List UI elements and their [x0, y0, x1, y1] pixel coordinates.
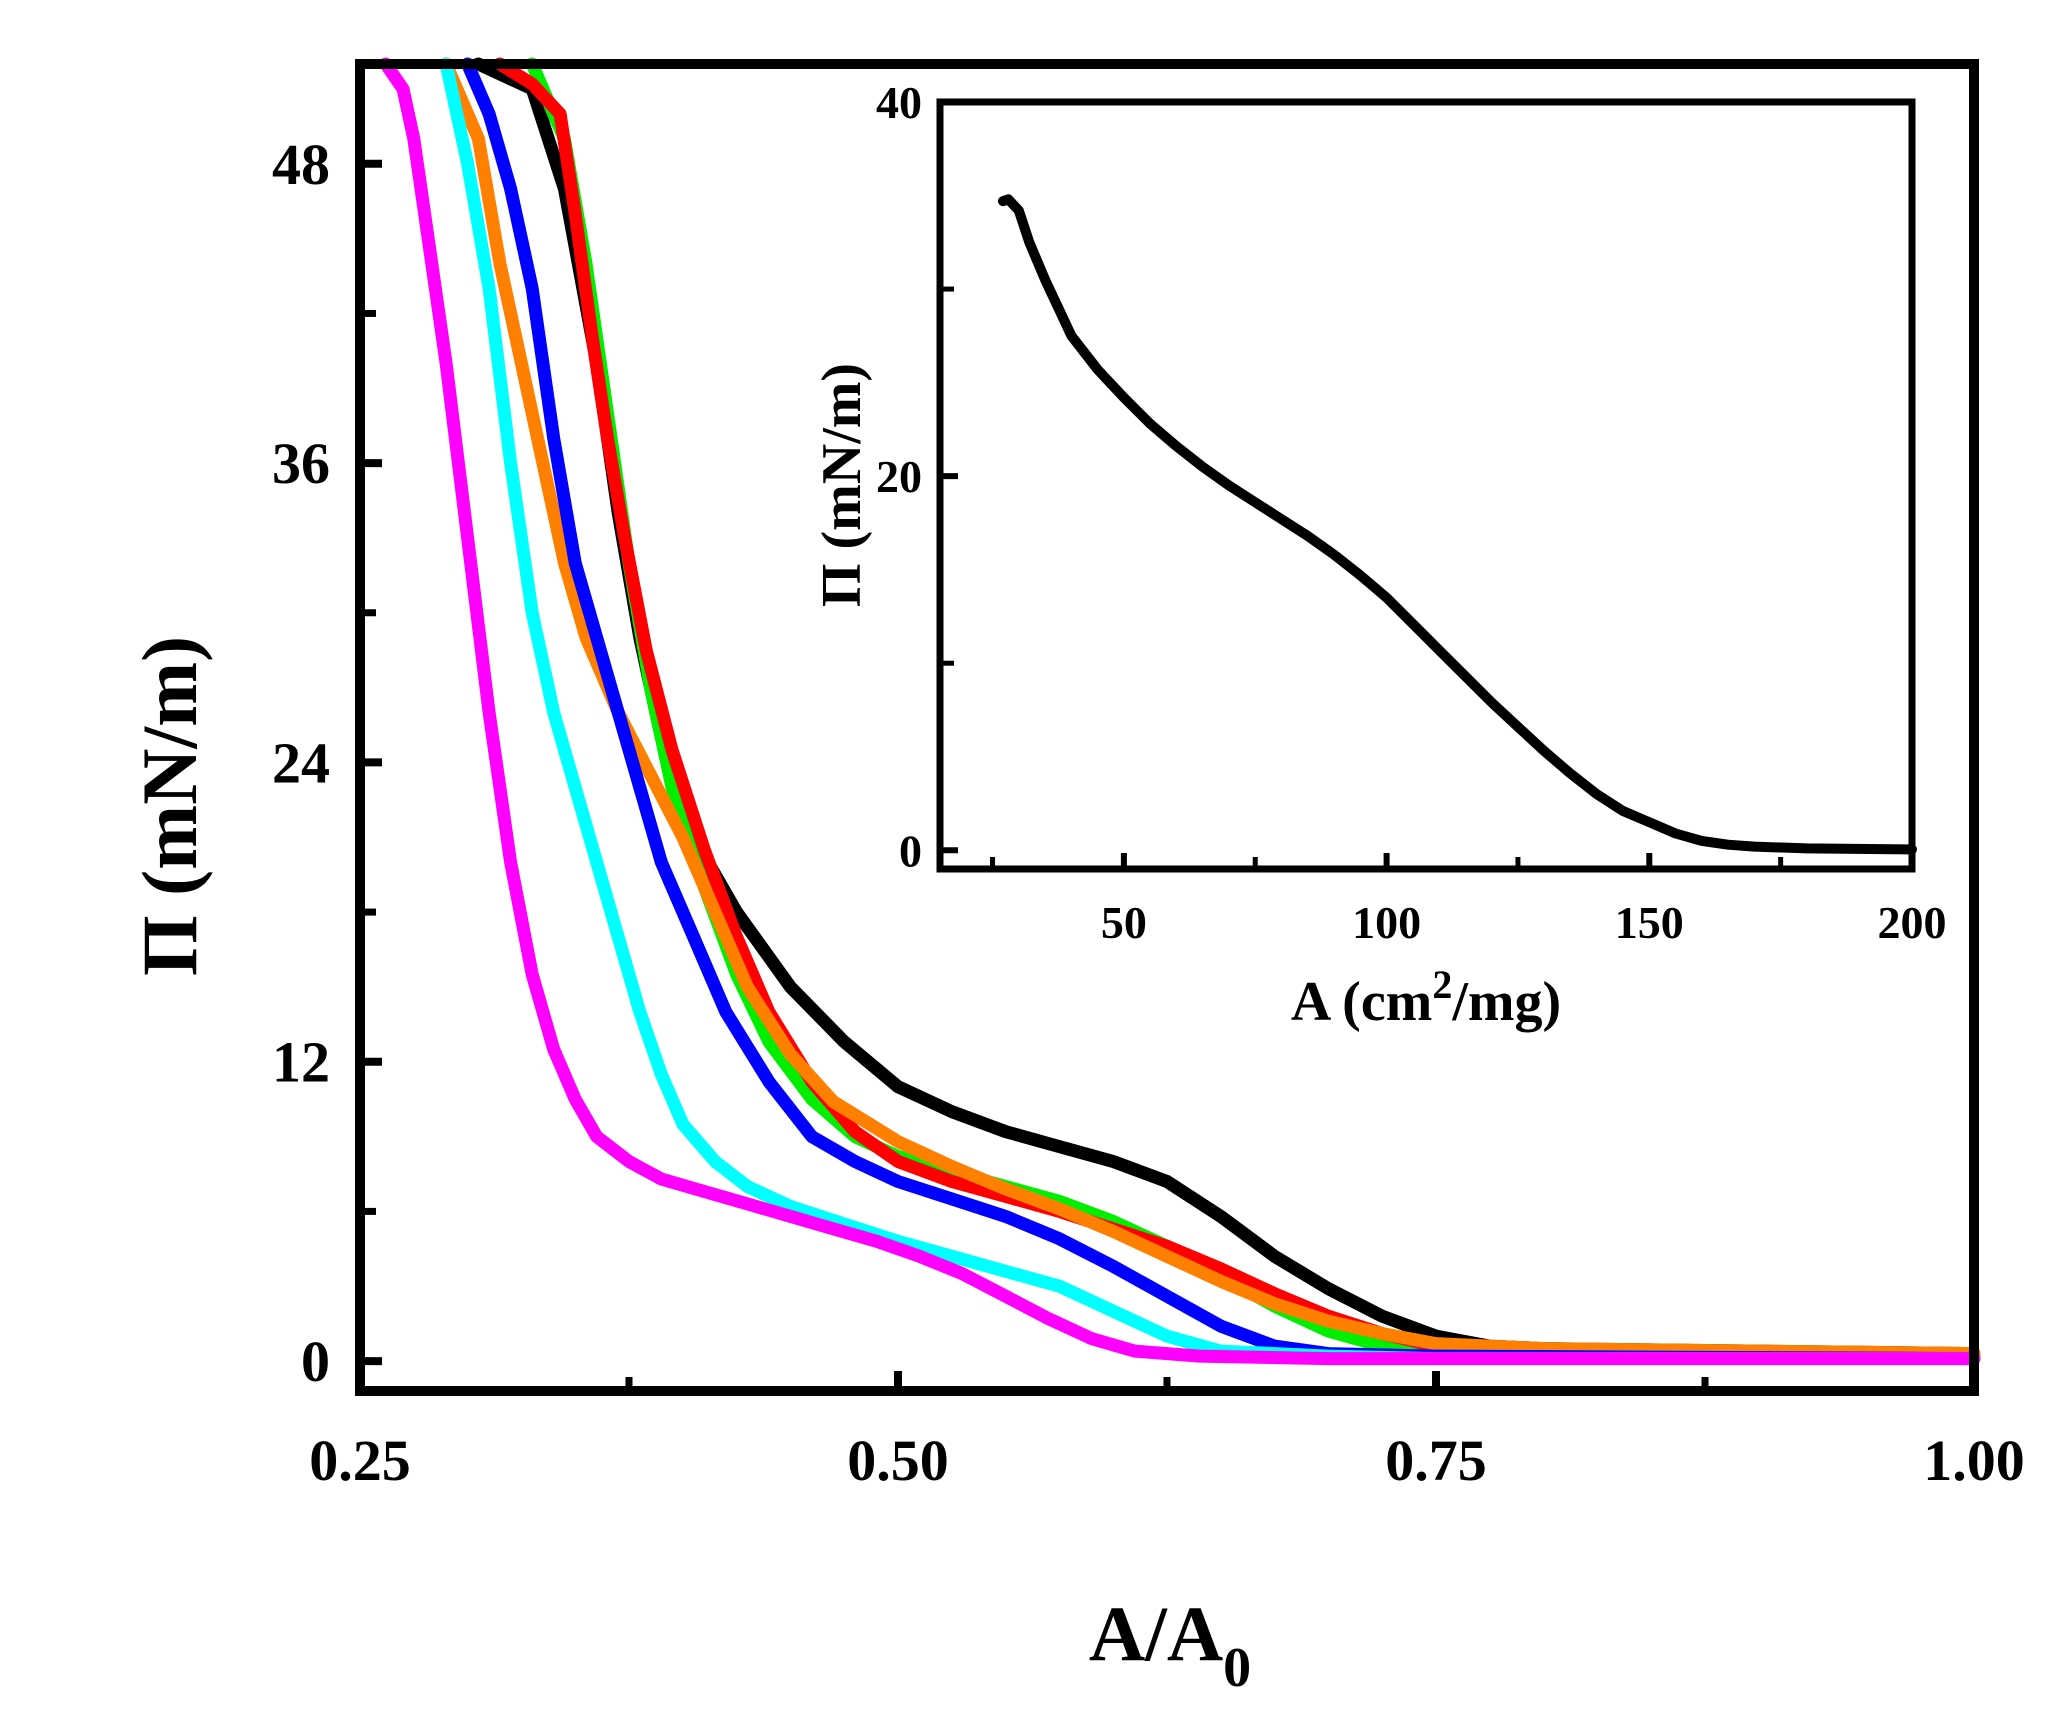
inset-tick-labels: 50 100 150 200 0 20 40: [876, 77, 1947, 948]
main-y-axis-title: Π (mN/m): [126, 636, 213, 976]
inset-tick-marks: [940, 99, 1915, 869]
series-line-cyan: [439, 57, 1981, 1366]
x-tick-label: 1.00: [1923, 1428, 2025, 1493]
series-line-orange: [439, 57, 1981, 1361]
inset-y-axis-title: Π (mN/m): [811, 363, 873, 607]
y-tick-label: 36: [272, 431, 330, 496]
inset-x-tick-label: 200: [1878, 897, 1947, 948]
x-tick-label: 0.25: [309, 1428, 411, 1493]
main-plot: 0.25 0.50 0.75 1.00 0 12 24 36 48: [272, 57, 2025, 1493]
inset-plot-frame: [936, 98, 1916, 873]
main-tick-marks: [356, 159, 1978, 1391]
inset-y-tick-label: 0: [899, 825, 922, 876]
inset-x-tick-label: 150: [1615, 897, 1684, 948]
inset-x-axis-title: A (cm2/mg): [1291, 962, 1561, 1033]
main-tick-labels: 0.25 0.50 0.75 1.00 0 12 24 36 48: [272, 132, 2025, 1493]
main-x-axis-title: A/A0: [1089, 1590, 1251, 1699]
y-tick-label: 24: [272, 730, 330, 795]
inset-y-tick-label: 40: [876, 77, 922, 128]
inset-x-tick-label: 50: [1101, 897, 1147, 948]
y-tick-label: 48: [272, 132, 330, 197]
inset-series-line: [998, 194, 1917, 855]
inset-background: [940, 102, 1912, 869]
x-tick-label: 0.75: [1385, 1428, 1487, 1493]
y-tick-label: 0: [301, 1329, 330, 1394]
inset-series-group: [998, 194, 1917, 855]
y-tick-label: 12: [272, 1030, 330, 1095]
series-line-magenta: [379, 57, 1981, 1366]
inset-x-axis-title-end: /mg): [1451, 971, 1561, 1033]
inset-plot: 50 100 150 200 0 20 40: [876, 77, 1947, 948]
inset-x-axis-title-text: A (cm: [1291, 971, 1433, 1033]
inset-y-tick-label: 20: [876, 451, 922, 502]
main-x-axis-title-text: A/A: [1089, 1590, 1223, 1677]
x-tick-label: 0.50: [847, 1428, 949, 1493]
series-line-blue: [461, 57, 1981, 1366]
inset-x-tick-label: 100: [1352, 897, 1421, 948]
main-x-axis-title-subscript: 0: [1223, 1637, 1251, 1699]
main-series-group: [379, 57, 1981, 1366]
inset-x-axis-title-superscript: 2: [1432, 962, 1452, 1007]
